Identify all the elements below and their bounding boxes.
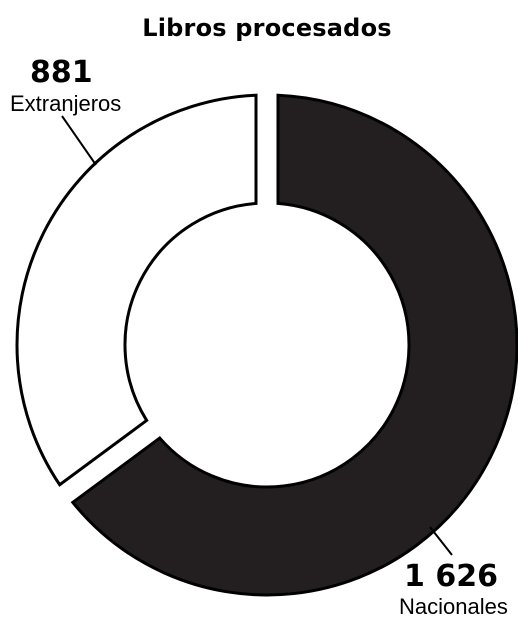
value-label-extranjeros: 881: [30, 55, 93, 90]
value-label-nacionales: 1 626: [404, 559, 498, 594]
leader-line-extranjeros: [61, 115, 97, 166]
leader-line-nacionales: [429, 526, 453, 556]
donut-slices: [15, 93, 518, 597]
leader-lines: [61, 115, 453, 556]
chart-title: Libros procesados: [142, 14, 392, 42]
slice-nacionales: [70, 93, 518, 597]
category-label-nacionales: Nacionales: [399, 594, 508, 619]
slice-extranjeros: [15, 93, 258, 487]
category-label-extranjeros: Extranjeros: [10, 91, 122, 116]
